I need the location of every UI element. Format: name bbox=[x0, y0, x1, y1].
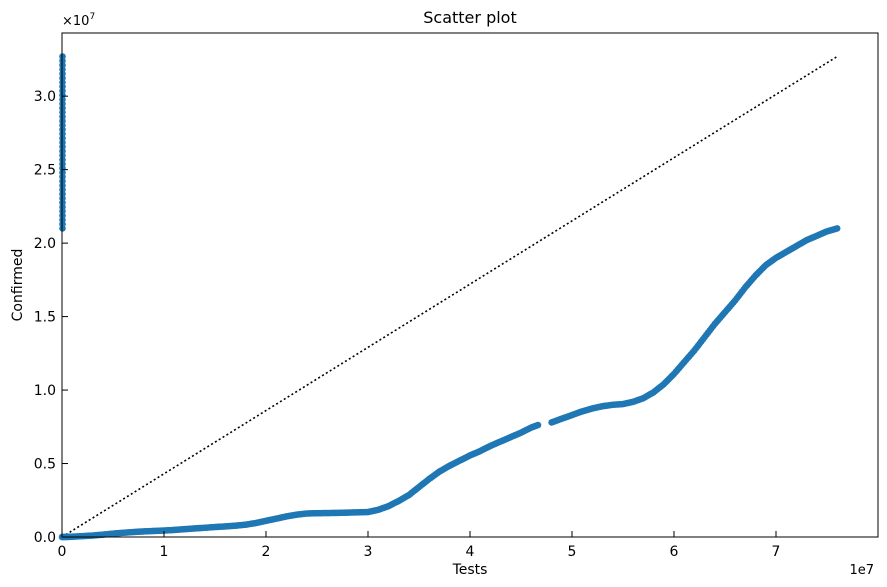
y-axis-label: Confirmed bbox=[10, 249, 26, 322]
reference-line bbox=[61, 55, 838, 538]
y-tick-label: 0.5 bbox=[34, 457, 56, 473]
x-tick-label: 4 bbox=[466, 544, 475, 560]
x-tick-label: 7 bbox=[772, 544, 781, 560]
y-axis-ticks: 0.0 0.5 1.0 1.5 2.0 2.5 3.0 bbox=[34, 89, 68, 546]
chart-title: Scatter plot bbox=[423, 8, 516, 27]
plot-frame bbox=[61, 32, 879, 538]
y-tick-label: 3.0 bbox=[34, 89, 56, 105]
y-offset-base: ×10 bbox=[62, 14, 89, 29]
y-tick-label: 1.5 bbox=[34, 310, 56, 326]
x-tick-label: 0 bbox=[58, 544, 67, 560]
x-tick-label: 6 bbox=[670, 544, 679, 560]
y-tick-label: 2.0 bbox=[34, 236, 56, 252]
y-offset-exponent: 7 bbox=[89, 12, 95, 22]
scatter-point bbox=[534, 421, 542, 429]
scatter-point bbox=[833, 225, 841, 232]
reference-line-path bbox=[61, 55, 838, 538]
x-tick-label: 2 bbox=[262, 544, 271, 560]
x-axis-offset-label: 1e7 bbox=[849, 563, 874, 578]
y-tick-label: 0.0 bbox=[34, 530, 56, 546]
y-tick-label: 2.5 bbox=[34, 163, 56, 179]
x-tick-label: 3 bbox=[364, 544, 373, 560]
y-axis-offset-label: ×107 bbox=[62, 12, 95, 29]
x-tick-label: 1 bbox=[160, 544, 169, 560]
x-axis-ticks: 0 1 2 3 4 5 6 7 bbox=[58, 531, 781, 560]
x-tick-label: 5 bbox=[568, 544, 577, 560]
x-axis-label: Tests bbox=[452, 562, 488, 578]
scatter-points bbox=[58, 53, 841, 541]
y-tick-label: 1.0 bbox=[34, 383, 56, 399]
